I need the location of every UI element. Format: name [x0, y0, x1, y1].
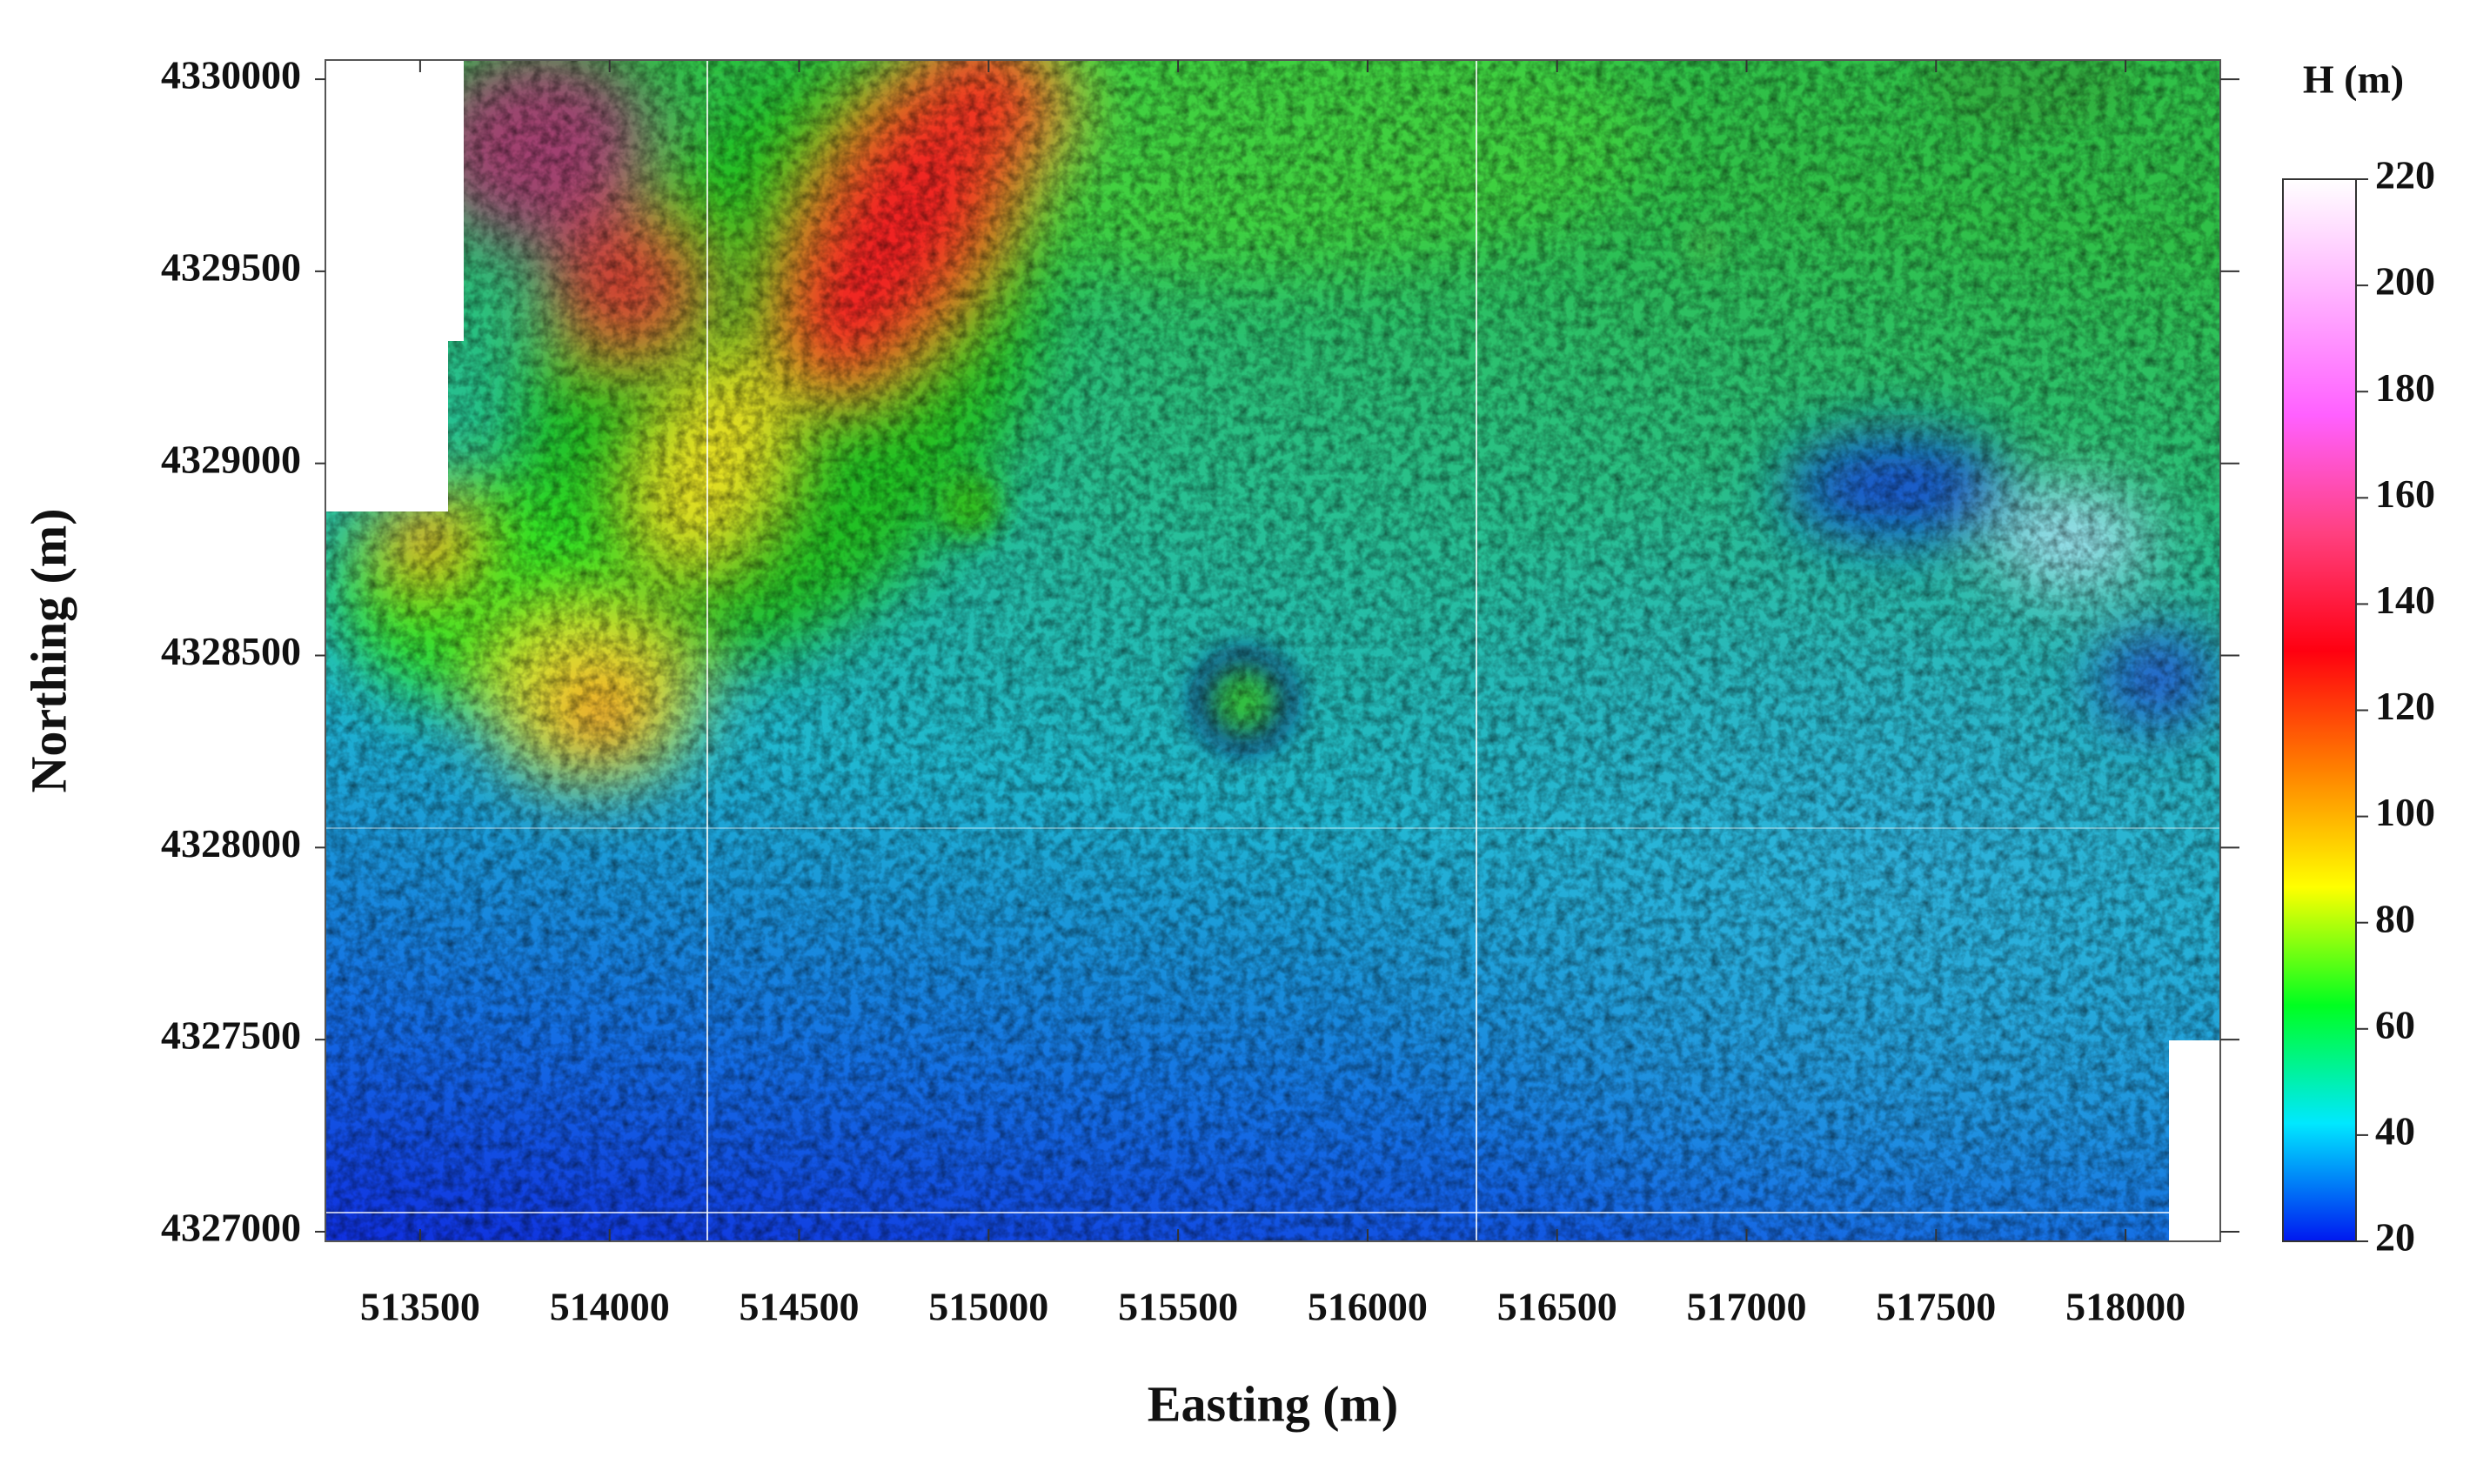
x-tick-label: 516000 — [1308, 1285, 1428, 1329]
x-tick-label: 516500 — [1497, 1285, 1617, 1329]
colorbar-tick-label: 220 — [2375, 153, 2435, 197]
colorbar-tick-label: 180 — [2375, 365, 2435, 410]
x-tick-label: 515000 — [928, 1285, 1048, 1329]
x-tick-label: 517000 — [1687, 1285, 1807, 1329]
colorbar-tick-label: 100 — [2375, 790, 2435, 834]
elevation-raster — [325, 60, 2220, 1241]
y-tick-label: 4330000 — [161, 53, 301, 97]
colorbar-tick-label: 80 — [2375, 896, 2415, 940]
colorbar-title: H (m) — [2303, 57, 2404, 102]
colorbar-tick-label: 160 — [2375, 471, 2435, 516]
y-tick-label: 4329500 — [161, 244, 301, 289]
x-axis-label: Easting (m) — [1148, 1375, 1398, 1432]
y-tick-label: 4327500 — [161, 1013, 301, 1058]
x-tick-label: 515500 — [1118, 1285, 1238, 1329]
y-axis-label: Northing (m) — [20, 508, 77, 792]
y-tick-label: 4328000 — [161, 821, 301, 866]
y-tick-label: 4328500 — [161, 629, 301, 673]
x-tick-label: 514500 — [740, 1285, 860, 1329]
colorbar-tick-label: 200 — [2375, 259, 2435, 304]
y-tick-label: 4329000 — [161, 437, 301, 481]
colorbar-tick-label: 40 — [2375, 1108, 2415, 1153]
x-tick-label: 517500 — [1876, 1285, 1996, 1329]
colorbar-tick-label: 140 — [2375, 578, 2435, 622]
colorbar-tick-label: 60 — [2375, 1002, 2415, 1046]
y-tick-label: 4327000 — [161, 1206, 301, 1250]
colorbar-tick-label: 120 — [2375, 684, 2435, 728]
colorbar-tick-label: 20 — [2375, 1215, 2415, 1260]
colorbar — [2282, 178, 2357, 1242]
x-tick-label: 518000 — [2065, 1285, 2185, 1329]
x-tick-label: 513500 — [360, 1285, 480, 1329]
plot-frame — [325, 59, 2221, 1242]
x-tick-label: 514000 — [550, 1285, 670, 1329]
